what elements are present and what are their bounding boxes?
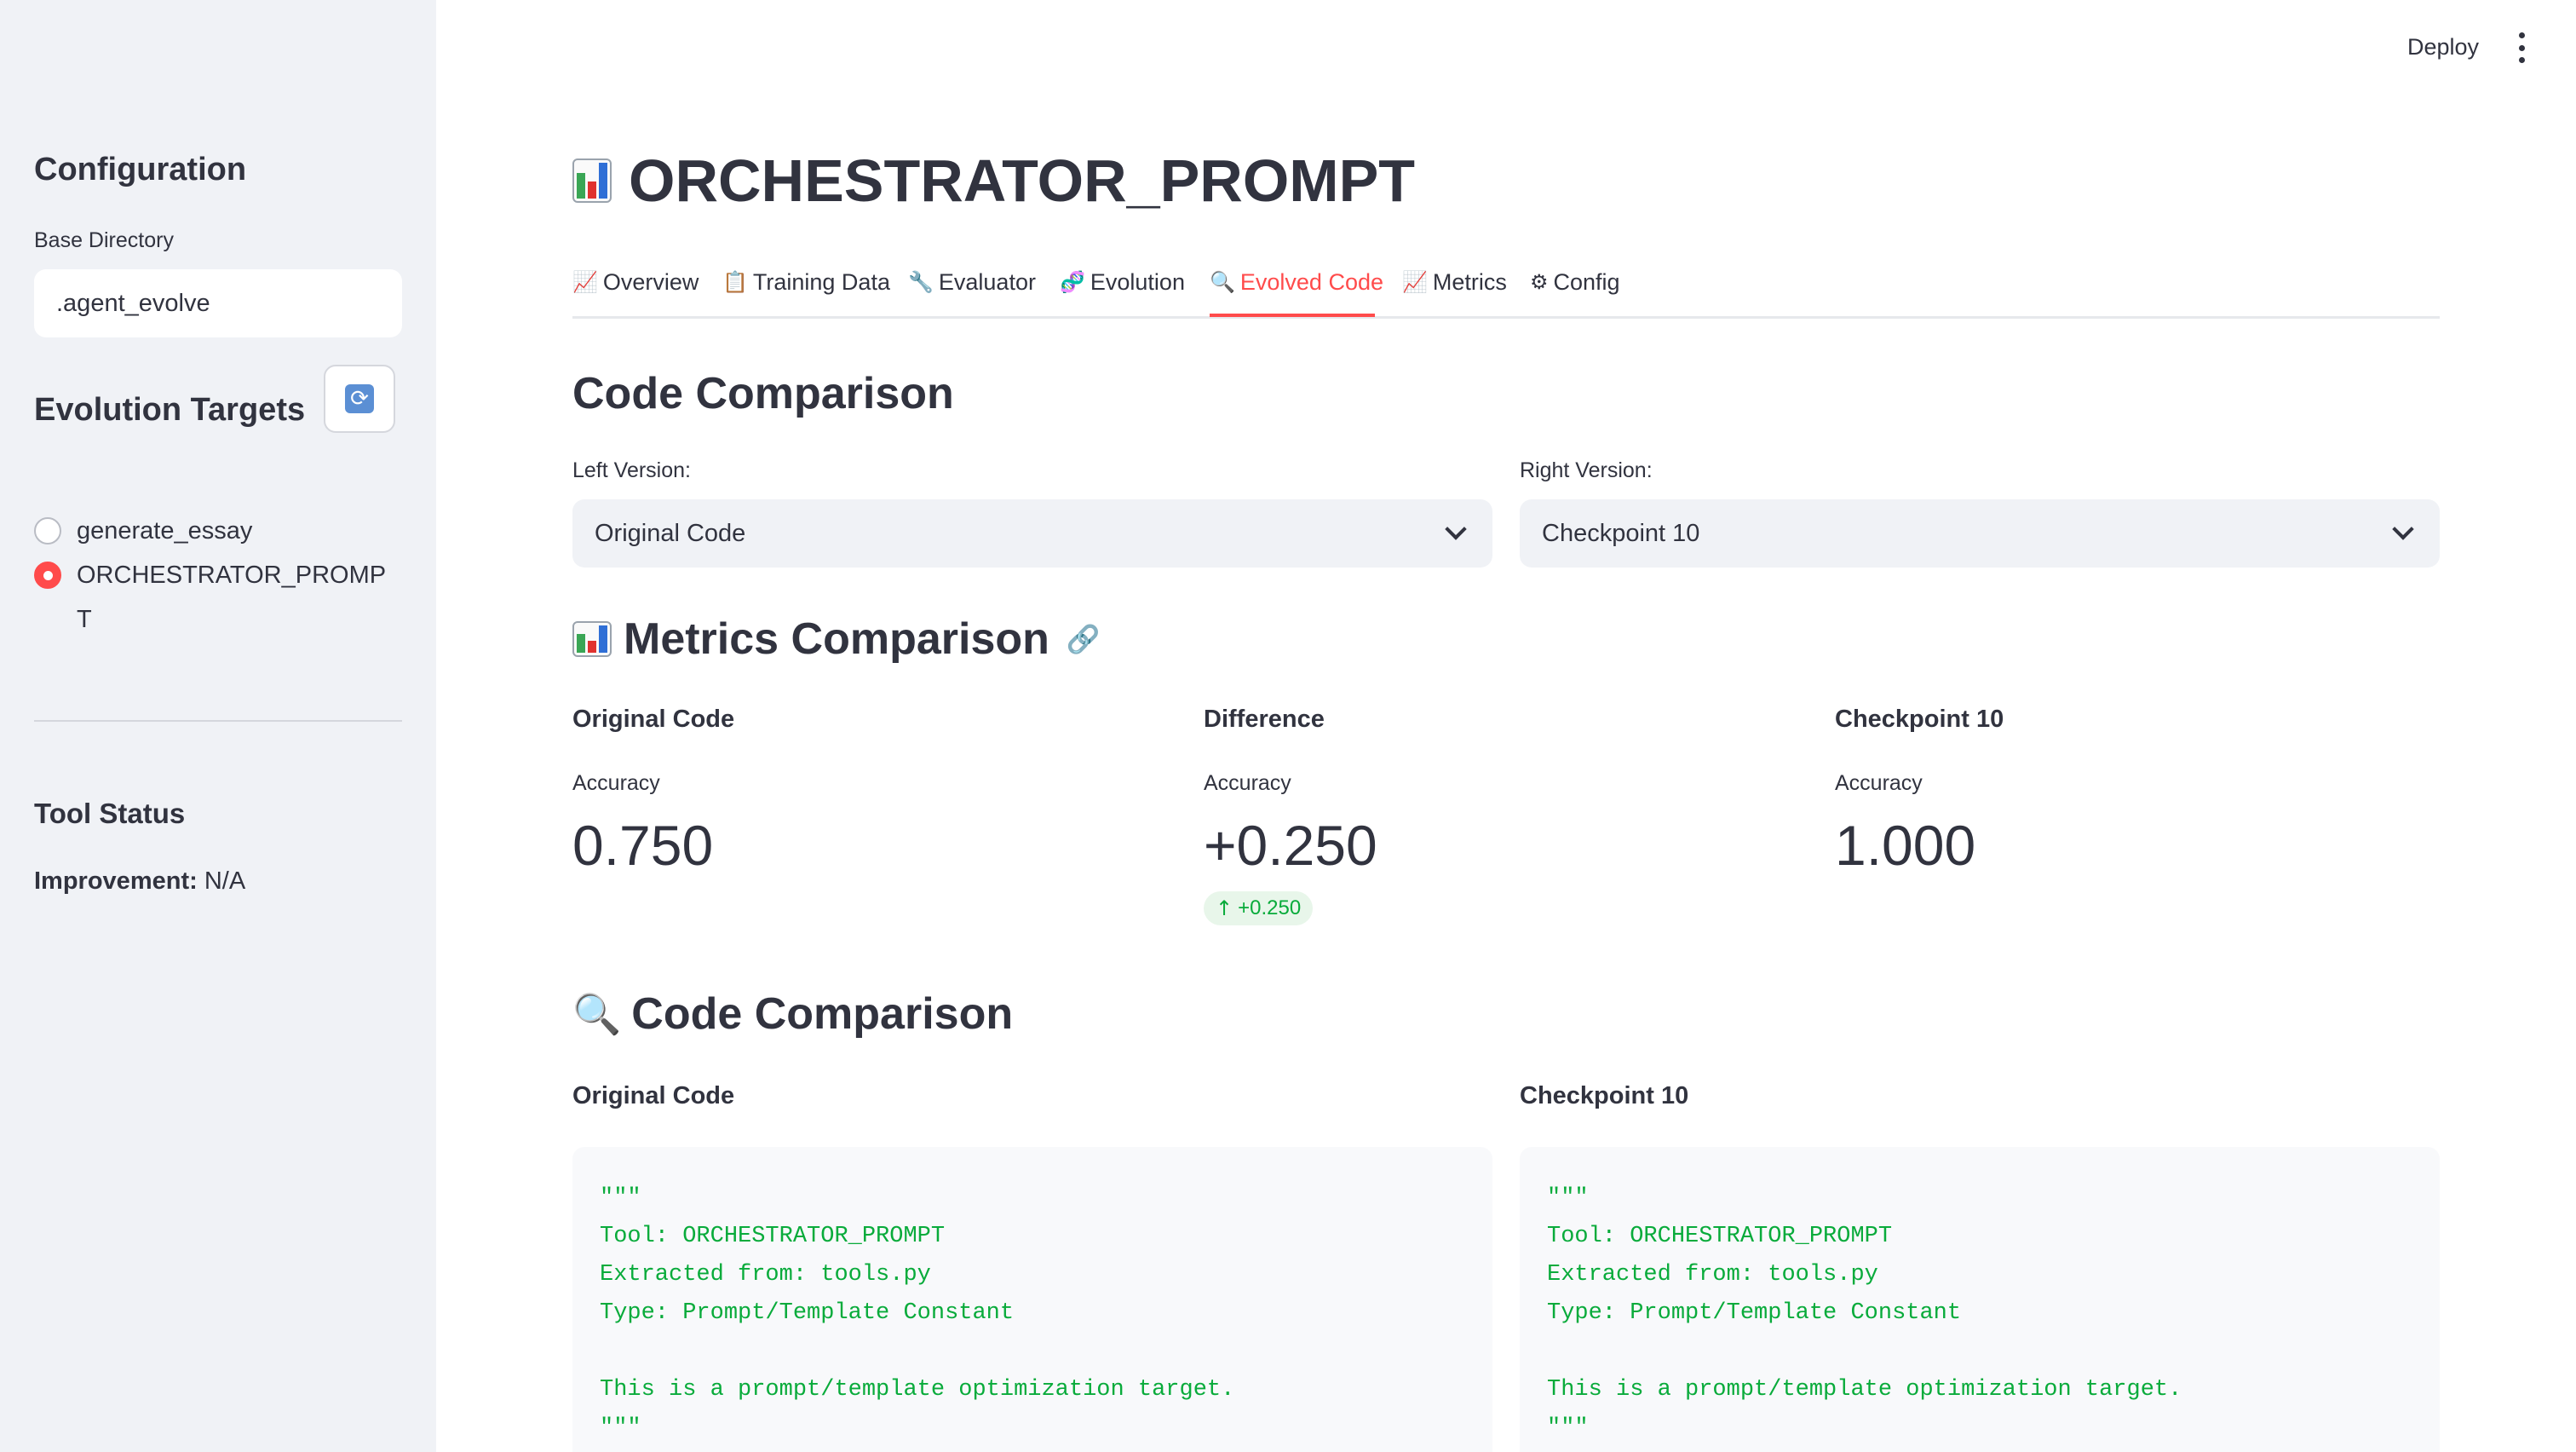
arrow-up-icon: ↑ xyxy=(1216,896,1233,920)
metric-label: Accuracy xyxy=(572,771,660,795)
tab-bar: 📈 Overview 📋 Training Data 🔧 Evaluator 🧬… xyxy=(572,262,2440,319)
code-block-left[interactable]: """ Tool: ORCHESTRATOR_PROMPT Extracted … xyxy=(572,1147,1492,1452)
metric-delta-badge: ↑ +0.250 xyxy=(1204,891,1314,925)
tab-metrics[interactable]: 📈 Metrics xyxy=(1402,262,1507,302)
target-label: ORCHESTRATOR_PROMP T xyxy=(77,553,386,642)
target-label-line1: ORCHESTRATOR_PROMP xyxy=(77,562,387,589)
code-line: This is a prompt/template optimization t… xyxy=(600,1377,1235,1403)
left-version-value: Original Code xyxy=(595,519,746,547)
tab-config[interactable]: ⚙ Config xyxy=(1530,262,1620,302)
tab-evolution[interactable]: 🧬 Evolution xyxy=(1060,262,1185,302)
chart-up-icon: 📈 xyxy=(1402,270,1428,294)
chart-up-icon: 📈 xyxy=(572,270,598,294)
target-label: generate_essay xyxy=(77,517,253,544)
metric-column-original: Original Code Accuracy 0.750 xyxy=(572,706,734,878)
code-line: Tool: ORCHESTRATOR_PROMPT xyxy=(1547,1224,1893,1249)
metric-value: 1.000 xyxy=(1835,814,1976,877)
code-comparison-heading: Code Comparison xyxy=(572,369,954,418)
refresh-icon: ⟳ xyxy=(345,384,374,413)
gear-icon: ⚙ xyxy=(1530,270,1549,294)
tab-label: Evolution xyxy=(1090,268,1185,295)
tool-status-title: Tool Status xyxy=(34,798,186,829)
target-label-line2: T xyxy=(77,606,92,633)
improvement-status: Improvement: N/A xyxy=(34,867,245,896)
base-directory-label: Base Directory xyxy=(34,228,174,252)
magnifier-icon: 🔍 xyxy=(572,990,622,1037)
link-icon[interactable]: 🔗 xyxy=(1066,623,1101,655)
kebab-menu-icon[interactable] xyxy=(2513,32,2530,63)
bar-chart-icon xyxy=(572,621,612,657)
tab-training-data[interactable]: 📋 Training Data xyxy=(722,262,890,302)
right-version-value: Checkpoint 10 xyxy=(1542,519,1700,547)
tab-label: Overview xyxy=(602,268,699,295)
base-directory-input[interactable]: .agent_evolve xyxy=(34,269,402,337)
active-tab-indicator xyxy=(1210,314,1375,317)
page-title-text: ORCHESTRATOR_PROMPT xyxy=(629,147,1416,214)
metric-column-checkpoint: Checkpoint 10 Accuracy 1.000 xyxy=(1835,706,2004,878)
code-line: Tool: ORCHESTRATOR_PROMPT xyxy=(600,1224,946,1249)
target-radio-generate-essay[interactable]: generate_essay xyxy=(34,516,252,553)
right-version-label: Right Version: xyxy=(1520,458,1653,482)
code-line: Extracted from: tools.py xyxy=(1547,1262,1878,1288)
code-line: Type: Prompt/Template Constant xyxy=(600,1300,1015,1326)
tab-label: Config xyxy=(1553,268,1620,295)
code-line xyxy=(1547,1333,2412,1371)
metrics-comparison-title: Metrics Comparison xyxy=(624,614,1049,664)
evolution-targets-title: Evolution Targets xyxy=(34,392,306,428)
code-left-header: Original Code xyxy=(572,1082,735,1109)
base-directory-value: .agent_evolve xyxy=(56,289,210,317)
radio-selected-icon[interactable] xyxy=(34,562,61,589)
code-line: """ xyxy=(1547,1185,1589,1211)
code-line: """ xyxy=(600,1415,641,1441)
code-line: Type: Prompt/Template Constant xyxy=(1547,1300,1962,1326)
code-line: """ xyxy=(600,1185,641,1211)
metric-value: +0.250 xyxy=(1204,814,1377,877)
metric-label: Accuracy xyxy=(1835,771,1923,795)
code-line: This is a prompt/template optimization t… xyxy=(1547,1377,2182,1403)
tab-label: Metrics xyxy=(1432,268,1507,295)
wrench-icon: 🔧 xyxy=(908,270,934,294)
tab-overview[interactable]: 📈 Overview xyxy=(572,262,699,302)
code-line: """ xyxy=(1547,1415,1589,1441)
tab-label: Evolved Code xyxy=(1239,268,1383,295)
bar-chart-icon xyxy=(572,158,612,203)
target-radio-orchestrator-prompt[interactable]: ORCHESTRATOR_PROMP T xyxy=(34,561,386,642)
improvement-label: Improvement: xyxy=(34,867,198,895)
metric-label: Accuracy xyxy=(1204,771,1291,795)
radio-unselected-icon[interactable] xyxy=(34,517,61,544)
tab-evaluator[interactable]: 🔧 Evaluator xyxy=(908,262,1036,302)
refresh-button[interactable]: ⟳ xyxy=(324,365,395,433)
clipboard-icon: 📋 xyxy=(722,270,748,294)
code-view-title: Code Comparison xyxy=(631,989,1014,1039)
metric-delta-value: +0.250 xyxy=(1238,896,1302,919)
code-view-heading: 🔍 Code Comparison xyxy=(572,988,1013,1040)
metric-column-header: Difference xyxy=(1204,706,1325,733)
left-version-label: Left Version: xyxy=(572,458,691,482)
metric-column-header: Original Code xyxy=(572,706,735,733)
sidebar-divider xyxy=(34,720,402,722)
metric-column-header: Checkpoint 10 xyxy=(1835,706,2004,733)
magnifier-icon: 🔍 xyxy=(1210,270,1235,294)
tab-label: Evaluator xyxy=(938,268,1036,295)
improvement-value: N/A xyxy=(204,867,246,895)
code-line: Extracted from: tools.py xyxy=(600,1262,931,1288)
dna-icon: 🧬 xyxy=(1060,270,1085,294)
tab-evolved-code[interactable]: 🔍 Evolved Code xyxy=(1210,262,1383,302)
right-version-select[interactable]: Checkpoint 10 xyxy=(1520,499,2440,568)
code-right-header: Checkpoint 10 xyxy=(1520,1082,1689,1109)
sidebar-title: Configuration xyxy=(34,152,247,187)
left-version-select[interactable]: Original Code xyxy=(572,499,1492,568)
deploy-button[interactable]: Deploy xyxy=(2407,34,2480,60)
metric-value: 0.750 xyxy=(572,814,714,877)
page-title: ORCHESTRATOR_PROMPT xyxy=(572,147,1415,215)
metric-column-difference: Difference Accuracy +0.250 ↑ +0.250 xyxy=(1204,706,1377,925)
sidebar: Configuration Base Directory .agent_evol… xyxy=(0,0,436,1452)
chevron-down-icon xyxy=(2392,518,2414,540)
chevron-down-icon xyxy=(1445,518,1467,540)
metrics-comparison-heading: Metrics Comparison 🔗 xyxy=(572,614,1101,665)
code-block-right[interactable]: """ Tool: ORCHESTRATOR_PROMPT Extracted … xyxy=(1520,1147,2440,1452)
tab-label: Training Data xyxy=(752,268,890,295)
code-line xyxy=(600,1333,1465,1371)
